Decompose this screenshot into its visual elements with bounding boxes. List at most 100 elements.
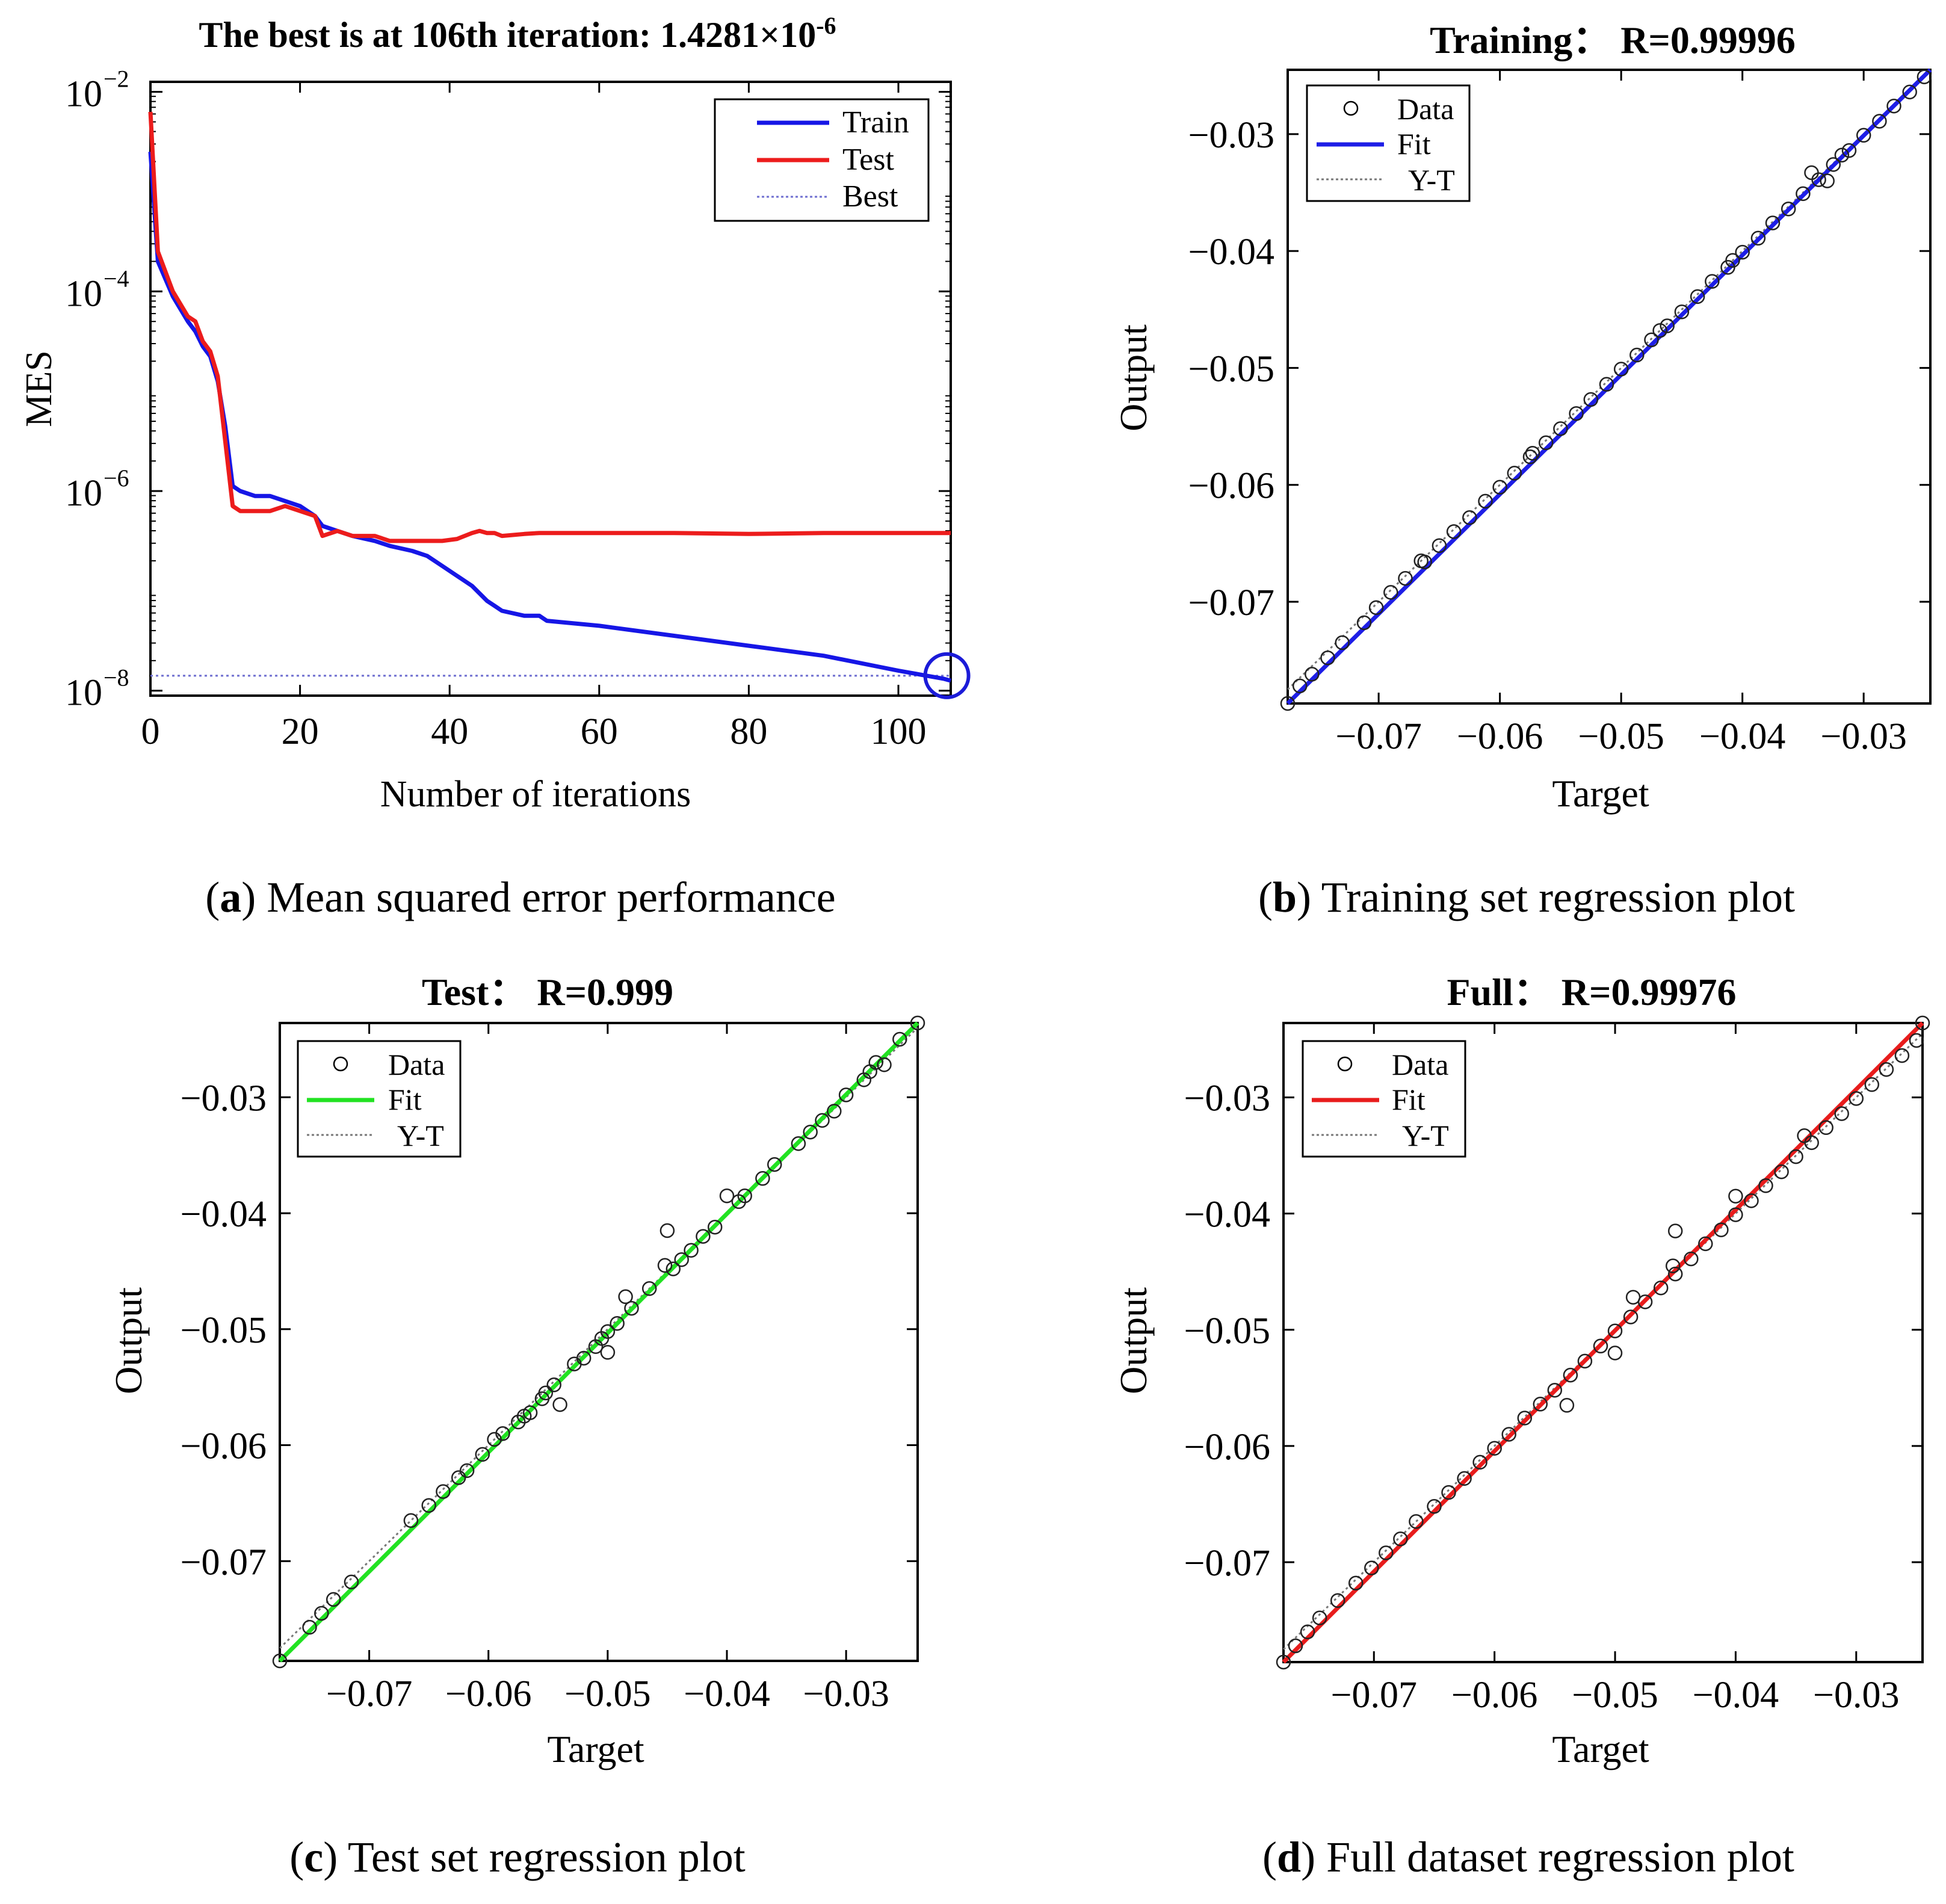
panel-c-x-axis-label: Target [547,1728,644,1770]
panel-a-x-tick-label: 0 [141,711,160,752]
panel-c-axes: −0.07 −0.06 −0.05 −0.04 −0.03 −0.07 −0.06 −0.05… [181,1023,918,1714]
panel-c-data-point [737,1188,752,1204]
panel-d-data-point [1547,1382,1563,1398]
panel-a-y-tick-label: 10 [65,673,102,714]
panel-d-data-point [1667,1223,1683,1238]
panel-c-y-tick-label: −0.05 [181,1310,267,1351]
panel-b-x-tick-label: −0.06 [1457,716,1543,757]
panel-c-caption-letter: c [304,1833,323,1881]
panel-b-data-point [1660,318,1675,333]
panel-c-data-point [659,1223,675,1238]
panel-d-x-tick-label: −0.07 [1331,1675,1417,1716]
panel-b-data-point [1368,600,1384,615]
panel-a-legend-best-label: Best [842,179,898,214]
panel-d-data-point [1288,1638,1303,1654]
panel-c-data-point [868,1055,883,1070]
panel-d-x-tick-label: −0.03 [1813,1675,1899,1716]
panel-b-data-point [1652,323,1667,338]
panel-c-data-point [657,1258,673,1273]
panel-c-data-point [538,1385,554,1401]
panel-b-x-tick-label: −0.03 [1820,716,1906,757]
panel-a-y-tick-label: 10 [65,273,102,314]
panel-c-y-axis-label: Output [107,1287,150,1394]
panel-a-y-tick-exponent: −6 [103,465,129,492]
panel-c-data-point [495,1426,510,1441]
panel-d-data-point [1788,1149,1803,1164]
panel-c-x-tick-label: −0.03 [803,1674,889,1714]
panel-d-data-point [1330,1593,1345,1608]
panel-b-data-point [1292,678,1308,694]
panel-c-data-point [641,1281,657,1296]
panel-d-caption-text: Full dataset regression plot [1326,1833,1794,1881]
panel-d-data-point [1457,1471,1472,1486]
panel-c-data-point [600,1324,616,1339]
panel-c-data-point [910,1015,925,1031]
panel-b-data-point [1644,332,1659,348]
panel-b-data-point [1834,147,1850,163]
panel-d-data-point [1533,1397,1548,1412]
panel-b-x-tick-label: −0.05 [1578,716,1664,757]
panel-b-axes: −0.07 −0.06 −0.05 −0.04 −0.03 −0.07 −0.06 −0.05… [1188,70,1930,757]
panel-b-caption: (b) Training set regression plot [1258,873,1795,921]
panel-b-caption-letter: b [1273,873,1297,921]
panel-a-legend-train-label: Train [842,105,909,140]
panel-d-data-point [1909,1033,1924,1048]
panel-d-data-point [1653,1280,1669,1296]
panel-d-data-point [1894,1048,1910,1063]
panel-c-test-regression: Test： R=0.999 −0.07 −0.06 −0.05 −0.04 −0.03−… [107,971,925,1881]
panel-b-data-point [1917,69,1932,84]
panel-d-data-point [1667,1266,1683,1282]
panel-b-data-point [1886,98,1901,114]
panel-d-data-point [1364,1560,1379,1575]
panel-d-data-point [1501,1427,1516,1442]
panel-b-data-point [1335,635,1350,651]
panel-d-x-tick-label: −0.04 [1693,1675,1779,1716]
panel-c-y-tick-label: −0.03 [181,1078,267,1119]
panel-c-legend-data-label: Data [388,1048,445,1081]
panel-a-x-axis-label: Number of iterations [380,774,691,815]
panel-c-data-point [600,1345,616,1360]
panel-b-data-point [1538,435,1554,451]
panel-b-y-tick-label: −0.06 [1188,466,1274,507]
panel-c-data-point [624,1300,639,1316]
panel-d-legend-data-label: Data [1392,1048,1448,1081]
panel-b-data-point [1320,650,1335,666]
panel-d-data-point [1379,1545,1394,1560]
panel-b-data-point [1356,615,1372,631]
panel-c-legend-fit-label: Fit [388,1083,422,1116]
panel-d-data-point [1915,1015,1930,1031]
panel-b-data-point [1446,524,1462,539]
panel-b-data-point [1820,173,1835,188]
panel-a-x-tick-label: 60 [581,711,618,752]
panel-b-data-point [1856,128,1871,143]
panel-b-caption-text: Training set regression plot [1321,873,1795,921]
panel-d-x-tick-label: −0.06 [1451,1675,1537,1716]
panel-d-data-point [1804,1135,1819,1151]
panel-c-data-point [674,1252,689,1267]
panel-c-y-tick-label: −0.07 [181,1542,267,1583]
panel-d-plot-area [1276,1015,1930,1670]
panel-c-data-point [815,1113,830,1128]
panel-d-data-point [1393,1532,1408,1547]
panel-b-y-tick-label: −0.07 [1188,583,1274,623]
panel-a-y-tick-exponent: −2 [103,66,129,93]
panel-c-data-point [803,1124,818,1140]
panel-d-data-point [1472,1454,1487,1470]
panel-d-data-point [1698,1236,1713,1252]
panel-d-legend-yt-label: Y-T [1402,1119,1449,1152]
panel-c-data-point [436,1484,451,1499]
panel-d-data-point [1864,1077,1880,1092]
panel-d-legend-fit-label: Fit [1392,1083,1426,1116]
panel-a-caption-text: Mean squared error performance [267,873,836,921]
panel-d-data-point [1728,1188,1743,1204]
panel-b-data-point [1750,230,1766,246]
panel-d-data-point [1623,1309,1639,1324]
panel-c-data-point [272,1653,288,1669]
panel-d-legend-data-marker [1337,1056,1353,1072]
panel-c-data-point [791,1136,806,1151]
panel-b-data-point [1398,570,1413,586]
panel-b-x-tick-label: −0.04 [1699,716,1785,757]
panel-a-y-tick-label: 10 [65,473,102,514]
panel-b-legend-fit-label: Fit [1397,127,1431,161]
